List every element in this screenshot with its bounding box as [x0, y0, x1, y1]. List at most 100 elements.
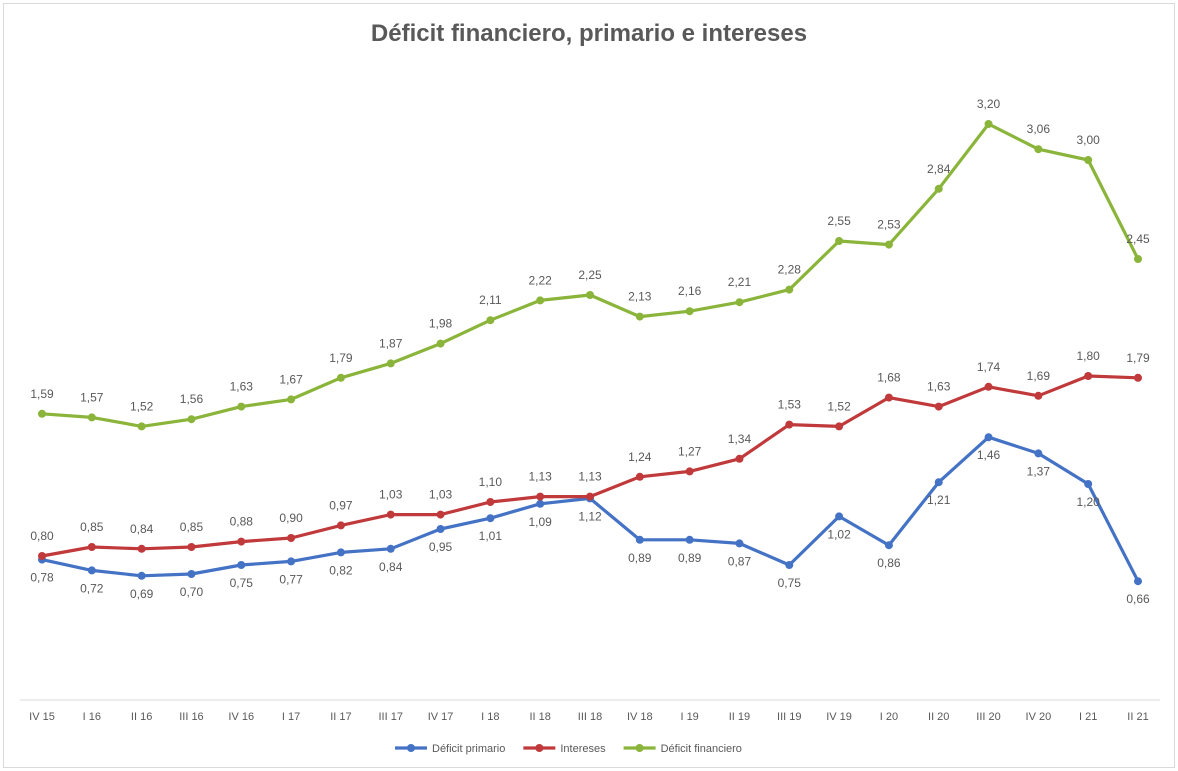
data-label-deficit-primario: 1,12 [578, 509, 602, 523]
x-tick-label: II 21 [1127, 711, 1148, 723]
data-point-deficit-financiero [1034, 145, 1043, 154]
data-label-deficit-primario: 1,09 [529, 515, 553, 529]
data-label-deficit-primario: 0,82 [329, 563, 353, 577]
legend-marker-deficit-financiero [635, 744, 644, 752]
data-point-intereses [1134, 373, 1142, 382]
data-point-deficit-financiero [884, 240, 893, 249]
data-label-deficit-primario: 0,86 [877, 556, 901, 570]
data-label-intereses: 1,52 [827, 399, 851, 413]
data-point-intereses [536, 492, 545, 501]
data-label-deficit-primario: 0,69 [130, 587, 154, 601]
data-point-deficit-financiero [586, 291, 594, 299]
data-label-intereses: 1,63 [927, 380, 951, 394]
x-tick-label: III 17 [378, 711, 402, 723]
data-point-deficit-financiero [137, 422, 146, 431]
data-label-deficit-primario: 0,89 [628, 551, 652, 565]
data-point-intereses [137, 544, 146, 553]
data-label-intereses: 1,10 [479, 475, 503, 489]
data-point-deficit-primario [735, 539, 744, 548]
data-point-deficit-primario [187, 570, 196, 578]
legend-label-deficit-financiero: Déficit financiero [661, 743, 742, 755]
data-point-deficit-financiero [685, 307, 694, 316]
x-tick-label: IV 15 [29, 711, 55, 723]
data-point-deficit-primario [1134, 577, 1142, 586]
data-point-deficit-primario [884, 541, 893, 550]
x-tick-label: IV 20 [1026, 711, 1052, 723]
data-labels: 0,78 0,72 0,69 0,70 0,75 0,77 0,82 0,84 0,95 1,01… [30, 97, 1150, 606]
data-point-deficit-financiero [87, 413, 96, 422]
data-point-deficit-primario [984, 433, 993, 442]
data-point-deficit-financiero [436, 339, 445, 348]
data-label-intereses: 1,80 [1077, 349, 1101, 363]
data-point-intereses [586, 492, 594, 501]
data-point-deficit-financiero [635, 312, 644, 321]
data-label-deficit-financiero: 2,45 [1126, 232, 1150, 246]
data-label-deficit-financiero: 1,98 [429, 317, 453, 331]
data-label-deficit-financiero: 2,28 [778, 263, 802, 277]
data-label-deficit-financiero: 3,20 [977, 97, 1001, 111]
data-label-intereses: 1,69 [1027, 369, 1051, 383]
data-point-deficit-financiero [1084, 156, 1093, 164]
data-point-deficit-financiero [336, 373, 345, 382]
data-label-intereses: 1,03 [429, 488, 453, 502]
data-point-intereses [1084, 372, 1093, 380]
data-point-deficit-financiero [486, 316, 495, 325]
data-point-intereses [237, 537, 246, 546]
data-label-deficit-financiero: 1,57 [80, 390, 104, 404]
data-label-intereses: 1,24 [628, 450, 652, 464]
data-label-deficit-financiero: 2,11 [479, 293, 502, 307]
data-label-deficit-financiero: 1,52 [130, 399, 154, 413]
data-point-deficit-primario [536, 499, 545, 508]
data-point-deficit-primario [87, 566, 96, 575]
data-point-deficit-financiero [835, 237, 844, 245]
data-point-intereses [635, 472, 644, 481]
data-label-deficit-primario: 1,20 [1077, 495, 1101, 509]
data-point-deficit-financiero [735, 298, 744, 307]
data-label-deficit-primario: 0,78 [30, 571, 54, 585]
data-label-deficit-primario: 1,01 [479, 529, 503, 543]
data-label-intereses: 1,53 [778, 398, 802, 412]
x-tick-label: II 17 [330, 711, 351, 723]
data-point-intereses [934, 402, 943, 411]
x-tick-label: III 20 [976, 711, 1000, 723]
data-label-deficit-financiero: 2,53 [877, 218, 901, 232]
x-tick-label: IV 17 [428, 711, 454, 723]
series-line-intereses [41, 374, 1139, 558]
x-tick-label: III 19 [777, 711, 801, 723]
data-label-deficit-financiero: 2,13 [628, 290, 652, 304]
x-tick-label: II 16 [131, 711, 152, 723]
data-point-intereses [984, 382, 993, 391]
data-label-deficit-primario: 0,77 [279, 572, 303, 586]
data-label-deficit-financiero: 3,06 [1027, 122, 1051, 136]
data-label-intereses: 0,84 [130, 522, 154, 536]
data-point-intereses [735, 454, 744, 463]
data-point-deficit-primario [436, 525, 445, 533]
data-label-deficit-primario: 0,87 [728, 554, 752, 568]
data-point-intereses [386, 510, 395, 519]
data-label-deficit-primario: 0,66 [1126, 592, 1150, 606]
series-layer [38, 120, 1142, 586]
x-tick-label: I 16 [83, 711, 101, 723]
data-label-deficit-primario: 1,21 [927, 493, 951, 507]
data-point-intereses [38, 552, 46, 560]
data-point-deficit-primario [237, 561, 246, 569]
data-point-intereses [685, 467, 694, 476]
data-label-intereses: 0,88 [230, 515, 254, 529]
chart-frame [3, 3, 1175, 768]
data-point-intereses [1034, 391, 1043, 400]
data-label-intereses: 1,13 [578, 470, 602, 484]
x-tick-label: IV 16 [228, 711, 254, 723]
data-point-deficit-financiero [934, 184, 943, 193]
data-point-intereses [87, 543, 96, 551]
data-label-deficit-financiero: 2,22 [529, 273, 553, 287]
data-point-intereses [884, 393, 893, 402]
data-point-intereses [486, 498, 495, 506]
x-tick-label: I 17 [282, 711, 300, 723]
legend-marker-intereses [535, 744, 544, 752]
x-tick-label: II 19 [729, 711, 750, 723]
data-point-intereses [287, 534, 296, 542]
data-label-deficit-primario: 0,84 [379, 560, 403, 574]
x-tick-label: I 21 [1079, 711, 1097, 723]
